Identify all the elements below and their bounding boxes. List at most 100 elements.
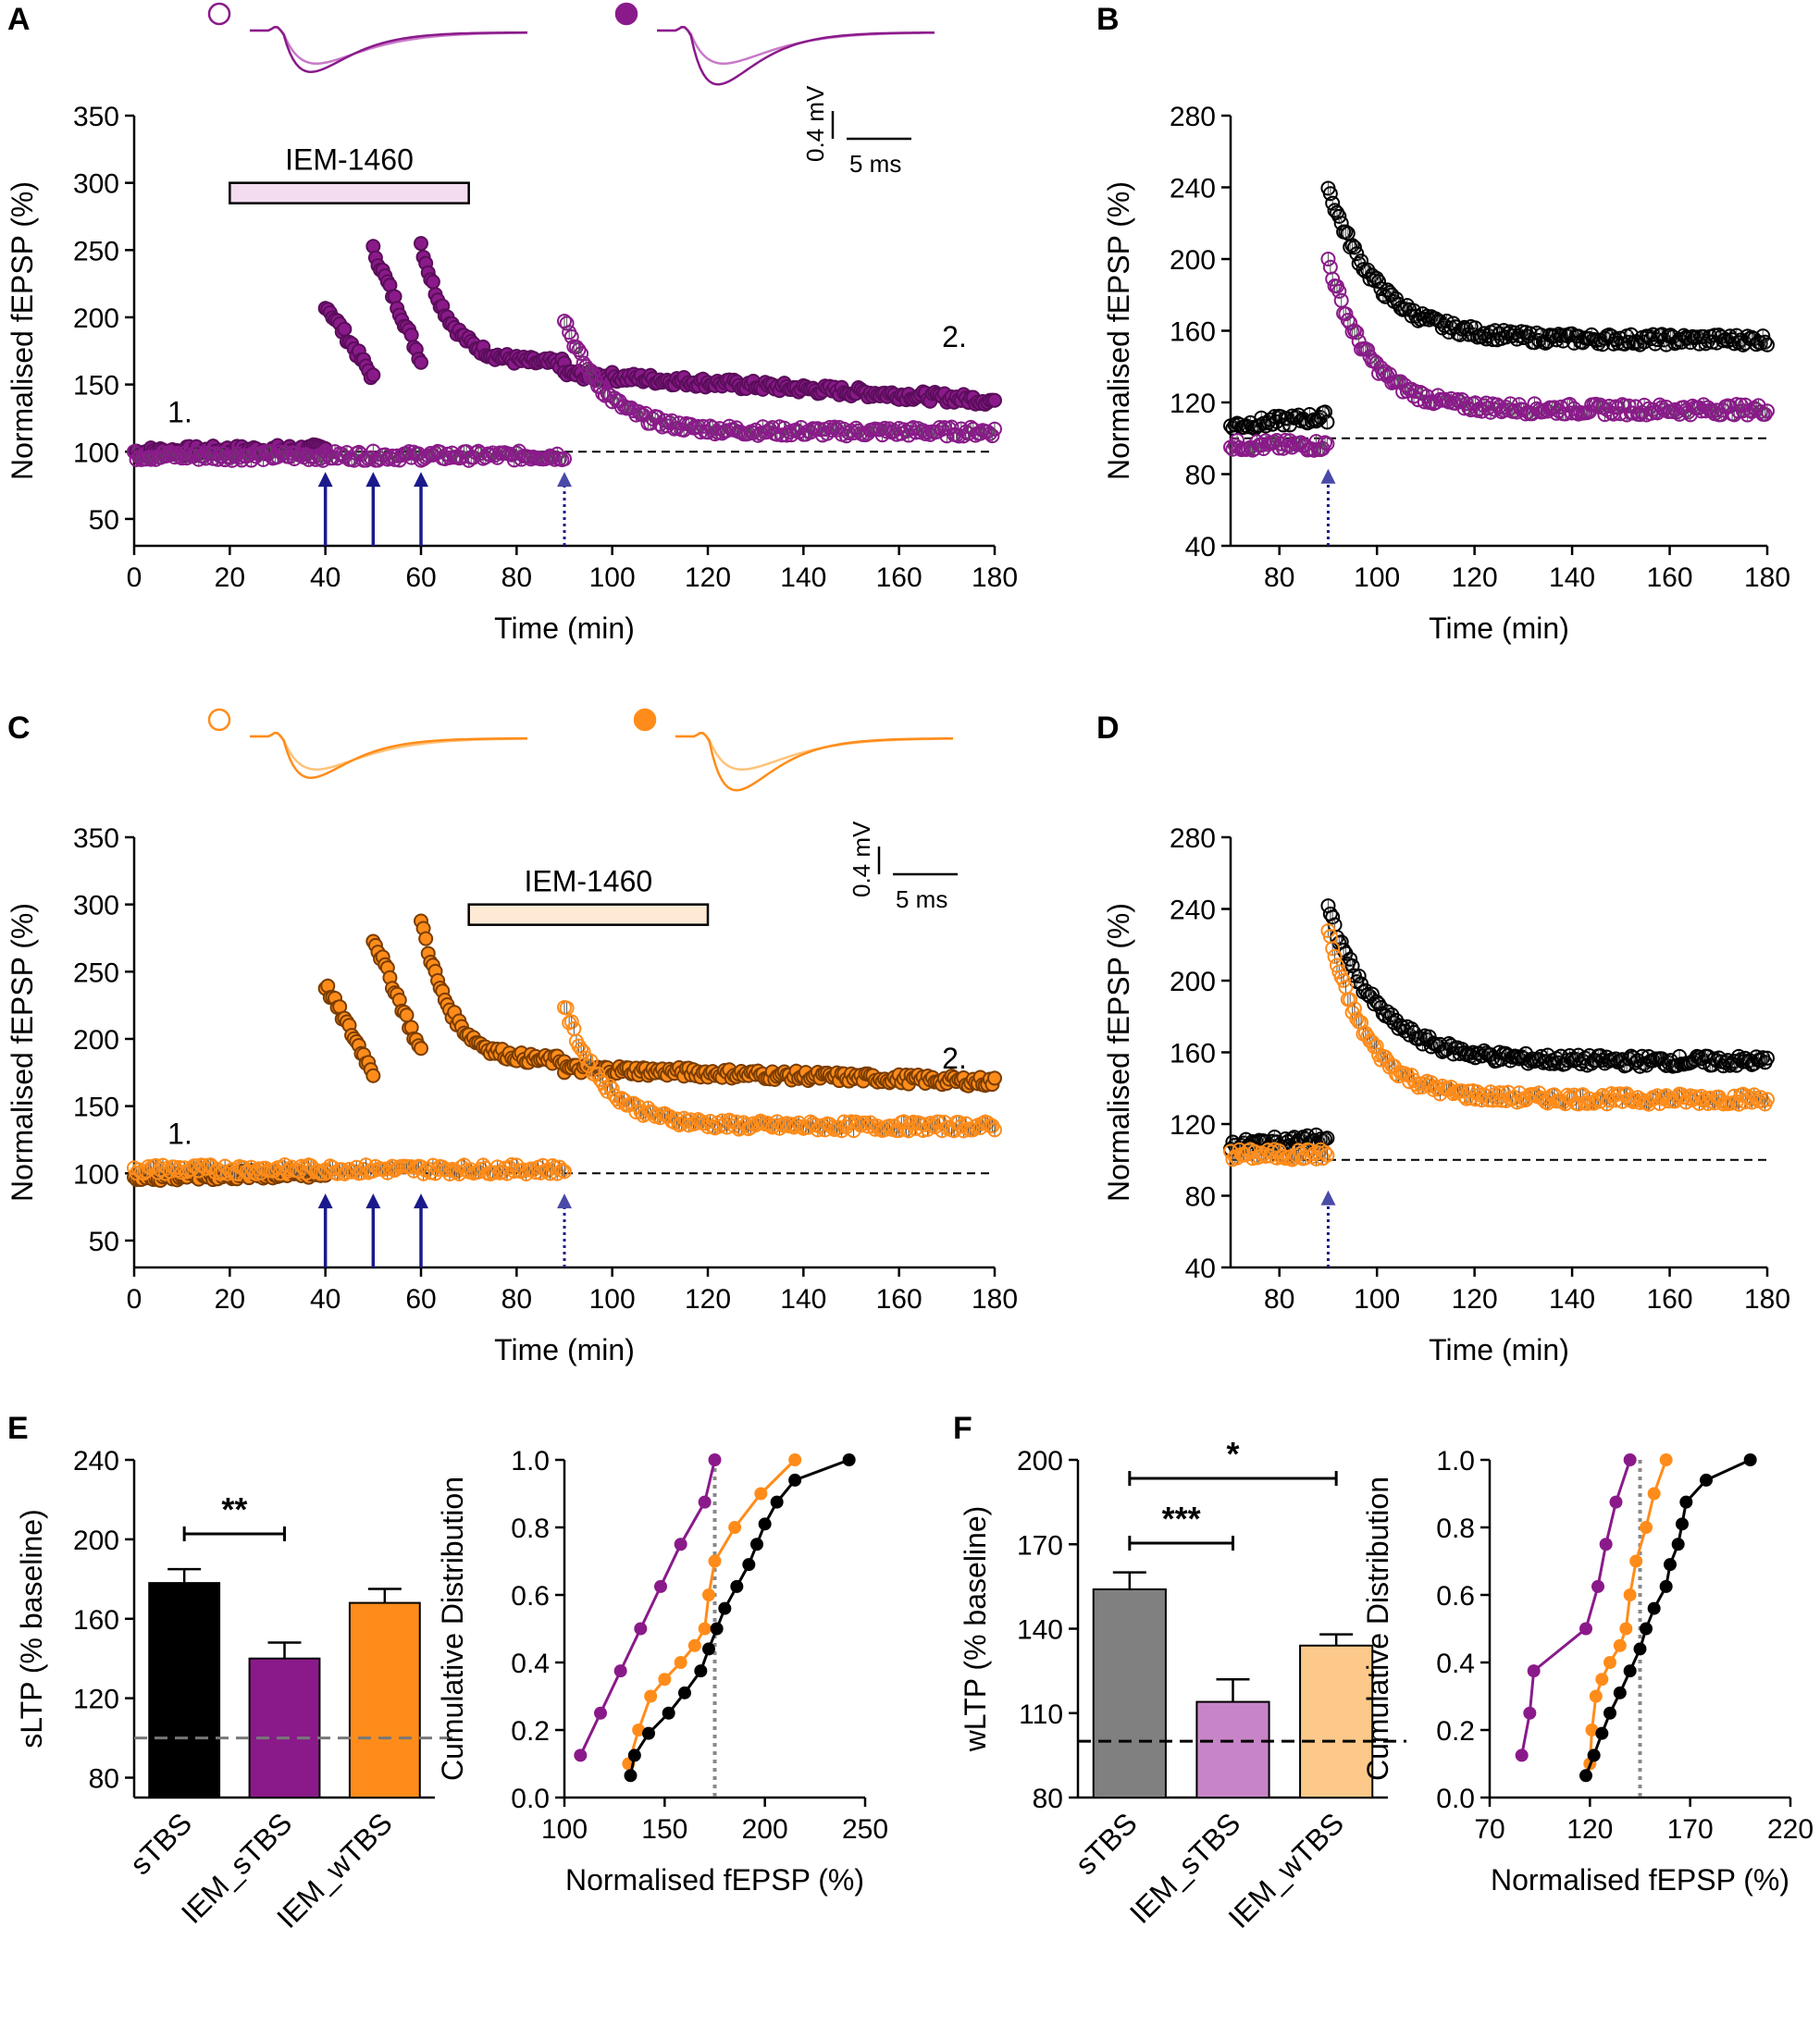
trace-symbol xyxy=(207,708,231,732)
tbs-arrow-head xyxy=(317,1193,333,1209)
data-point xyxy=(1760,337,1775,352)
data-point xyxy=(365,1068,381,1083)
data-point xyxy=(566,1021,582,1037)
y-axis-label: Normalised fEPSP (%) xyxy=(6,903,39,1202)
data-point xyxy=(418,931,434,946)
y-tick-label: 350 xyxy=(73,823,119,854)
data-point xyxy=(932,419,947,435)
trace-potentiated xyxy=(675,731,954,792)
data-point xyxy=(423,446,439,462)
data-point xyxy=(987,421,1002,437)
data-point xyxy=(987,1070,1002,1086)
tbs-arrow-head xyxy=(317,472,333,488)
x-tick-label: 160 xyxy=(876,1284,922,1315)
data-point xyxy=(425,274,440,290)
timepoint-1-label: 1. xyxy=(167,1117,192,1150)
timepoint-2-label: 2. xyxy=(942,1042,967,1075)
x-tick-label: 120 xyxy=(1452,562,1498,593)
data-point xyxy=(984,428,1000,444)
scale-bar-c: 5 ms 0.4 mV xyxy=(848,821,958,913)
dotted-arrow-head xyxy=(1320,468,1336,484)
y-tick-label: 200 xyxy=(73,1025,119,1056)
x-tick-label: 100 xyxy=(1354,1284,1400,1315)
timepoint-1-label: 1. xyxy=(167,395,192,428)
data-point xyxy=(1344,238,1360,253)
x-tick-label: 120 xyxy=(685,1284,731,1315)
x-tick-label: 0 xyxy=(127,1284,142,1315)
tbs-arrow-head xyxy=(414,472,428,488)
y-tick-label: 200 xyxy=(1170,967,1216,997)
data-point xyxy=(580,362,596,377)
drug-label: IEM-1460 xyxy=(285,143,414,177)
data-point xyxy=(1333,216,1349,231)
trace-symbol xyxy=(207,2,231,26)
data-point xyxy=(850,423,866,439)
data-point xyxy=(387,289,402,304)
data-point xyxy=(1325,195,1341,211)
data-point xyxy=(1331,208,1347,224)
data-point xyxy=(557,1164,572,1180)
x-tick-label: 100 xyxy=(589,562,636,593)
data-point xyxy=(557,451,572,467)
x-axis-label: Time (min) xyxy=(494,612,635,645)
data-point xyxy=(1338,980,1354,995)
y-tick-label: 120 xyxy=(1170,389,1216,419)
data-point xyxy=(1346,240,1362,255)
x-tick-label: 40 xyxy=(310,562,340,593)
x-tick-label: 80 xyxy=(501,562,532,593)
data-point xyxy=(760,424,775,439)
y-tick-label: 250 xyxy=(73,236,119,266)
data-point xyxy=(1338,224,1354,240)
dotted-arrow-head xyxy=(557,472,572,488)
x-axis-label: Time (min) xyxy=(1429,612,1569,645)
y-tick-label: 80 xyxy=(1185,461,1216,491)
y-tick-label: 280 xyxy=(1170,102,1216,132)
x-tick-label: 80 xyxy=(1264,1284,1294,1315)
data-point xyxy=(143,451,159,467)
traces-c-open xyxy=(207,708,528,779)
y-tick-label: 280 xyxy=(1170,823,1216,854)
data-point xyxy=(1333,292,1349,308)
y-tick-label: 150 xyxy=(73,371,119,402)
data-point xyxy=(1322,186,1338,202)
x-tick-label: 100 xyxy=(589,1284,636,1315)
y-axis-label: Normalised fEPSP (%) xyxy=(6,181,39,480)
data-point xyxy=(982,426,997,441)
panel-D: 40 80 120 160 200 240 280 80 100 120 140 160 180 Time… xyxy=(1102,823,1790,1366)
data-point xyxy=(141,450,156,465)
data-point xyxy=(838,428,854,444)
x-tick-label: 140 xyxy=(1549,1284,1595,1315)
data-point xyxy=(740,426,756,441)
data-point xyxy=(1319,436,1335,451)
data-point xyxy=(1349,246,1365,262)
data-point xyxy=(583,1053,599,1069)
traces-c-filled xyxy=(633,708,954,792)
data-point xyxy=(539,450,555,465)
y-axis-label: Normalised fEPSP (%) xyxy=(1102,903,1135,1202)
data-point xyxy=(1322,929,1338,945)
x-axis-label: Time (min) xyxy=(1429,1333,1569,1366)
timepoint-2-label: 2. xyxy=(942,320,967,353)
x-tick-label: 140 xyxy=(780,1284,826,1315)
tbs-arrow-head xyxy=(365,1193,381,1209)
y-tick-label: 240 xyxy=(1170,174,1216,204)
x-tick-label: 160 xyxy=(876,562,922,593)
x-tick-label: 0 xyxy=(127,562,142,593)
x-tick-label: 60 xyxy=(405,1284,436,1315)
scale-ms-label: 5 ms xyxy=(849,150,901,178)
drug-bar xyxy=(229,181,470,204)
y-tick-label: 300 xyxy=(73,169,119,200)
y-tick-label: 100 xyxy=(73,438,119,468)
x-tick-label: 100 xyxy=(1354,562,1400,593)
y-tick-label: 40 xyxy=(1185,1254,1216,1284)
y-tick-label: 50 xyxy=(89,1227,119,1257)
panel-A: 50 100 150 200 250 300 350 0 20 40 60 80 100 120 140 16… xyxy=(6,102,1018,645)
data-point xyxy=(1319,1147,1335,1163)
data-point xyxy=(939,428,955,444)
data-point xyxy=(1322,259,1338,275)
data-point xyxy=(1340,226,1356,241)
data-point xyxy=(559,1000,575,1016)
y-tick-label: 50 xyxy=(89,505,119,536)
data-point xyxy=(951,428,967,444)
